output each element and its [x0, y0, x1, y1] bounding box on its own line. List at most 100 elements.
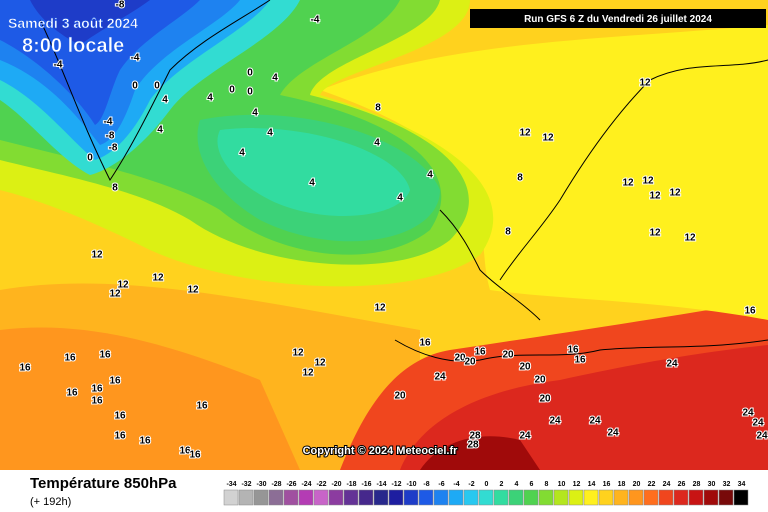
contour-label: 8 [375, 103, 381, 114]
contour-label: 12 [374, 303, 386, 314]
contour-label: 4 [157, 125, 163, 136]
scale-label: -4 [453, 481, 459, 488]
scale-swatch [433, 489, 449, 506]
contour-label: 4 [272, 73, 278, 84]
scale-swatch [358, 489, 374, 506]
contour-label: 20 [534, 375, 546, 386]
contour-label: -4 [54, 60, 63, 71]
contour-label: 4 [267, 128, 273, 139]
scale-swatch [253, 489, 269, 506]
contour-label: 16 [744, 306, 756, 317]
scale-swatch [523, 489, 539, 506]
scale-label: -18 [346, 481, 356, 488]
scale-swatch [718, 489, 734, 506]
scale-label: -20 [331, 481, 341, 488]
contour-label: 16 [19, 363, 31, 374]
scale-label: 26 [678, 481, 686, 488]
contour-label: 4 [162, 95, 168, 106]
scale-swatch [283, 489, 299, 506]
scale-swatch [673, 489, 689, 506]
scale-swatch [403, 489, 419, 506]
contour-label: 16 [574, 355, 586, 366]
contour-label: 12 [639, 78, 651, 89]
contour-label: -8 [109, 143, 118, 154]
contour-label: 12 [152, 273, 164, 284]
contour-label: 0 [154, 81, 160, 92]
contour-label: -8 [116, 0, 125, 11]
contour-label: 12 [519, 128, 531, 139]
scale-label: -30 [256, 481, 266, 488]
scale-swatch [508, 489, 524, 506]
contour-label: 24 [666, 359, 678, 370]
scale-swatch [658, 489, 674, 506]
scale-label: 16 [603, 481, 611, 488]
contour-label: 0 [229, 85, 235, 96]
contour-label: -8 [106, 131, 115, 142]
scale-swatch [418, 489, 434, 506]
contour-label: 24 [607, 428, 619, 439]
scale-label: -24 [301, 481, 311, 488]
scale-swatch [493, 489, 509, 506]
contour-label: 20 [519, 362, 531, 373]
scale-label: 10 [558, 481, 566, 488]
scale-swatch [613, 489, 629, 506]
contour-label: 28 [469, 431, 481, 442]
scale-label: -2 [468, 481, 474, 488]
scale-swatch [598, 489, 614, 506]
scale-swatch [298, 489, 314, 506]
scale-swatch [478, 489, 494, 506]
contour-label: 16 [64, 353, 76, 364]
contour-label: 8 [112, 183, 118, 194]
contour-label: 12 [187, 285, 199, 296]
contour-label: 12 [642, 176, 654, 187]
contour-label: 4 [374, 138, 380, 149]
contour-label: 0 [132, 81, 138, 92]
contour-label: 24 [589, 416, 601, 427]
contour-label: 16 [114, 431, 126, 442]
scale-swatch [643, 489, 659, 506]
scale-label: -14 [376, 481, 386, 488]
contour-label: 0 [247, 68, 253, 79]
scale-label: 12 [573, 481, 581, 488]
contour-label: 16 [139, 436, 151, 447]
contour-label: 4 [397, 193, 403, 204]
scale-label: 8 [545, 481, 549, 488]
contour-label: 12 [314, 358, 326, 369]
contour-label: 12 [649, 191, 661, 202]
contour-label: 16 [91, 396, 103, 407]
scale-swatch [223, 489, 239, 506]
contour-label: 12 [292, 348, 304, 359]
contour-label: 16 [109, 376, 121, 387]
forecast-time: 8:00 locale [22, 35, 124, 57]
scale-swatch [688, 489, 704, 506]
scale-label: 6 [530, 481, 534, 488]
forecast-date: Samedi 3 août 2024 [8, 15, 138, 31]
contour-label: 4 [427, 170, 433, 181]
contour-label: 8 [505, 227, 511, 238]
scale-label: -22 [316, 481, 326, 488]
contour-label: 4 [252, 108, 258, 119]
contour-label: 12 [542, 133, 554, 144]
scale-swatch [268, 489, 284, 506]
coastlines [39, 0, 768, 362]
contour-label: 12 [117, 280, 129, 291]
contour-label: 20 [394, 391, 406, 402]
contour-label: -4 [104, 117, 113, 128]
scale-label: 4 [515, 481, 519, 488]
scale-label: -34 [226, 481, 236, 488]
scale-label: 28 [693, 481, 701, 488]
contour-label: 16 [99, 350, 111, 361]
scale-label: 22 [648, 481, 656, 488]
contour-label: -4 [311, 15, 320, 26]
scale-swatch [703, 489, 719, 506]
scale-swatch [373, 489, 389, 506]
run-info: Run GFS 6 Z du Vendredi 26 juillet 2024 [524, 14, 712, 25]
scale-label: -6 [438, 481, 444, 488]
contour-label: 16 [567, 345, 579, 356]
scale-swatch [583, 489, 599, 506]
contour-label: 24 [549, 416, 561, 427]
scale-swatch [733, 489, 749, 506]
scale-swatch [313, 489, 329, 506]
